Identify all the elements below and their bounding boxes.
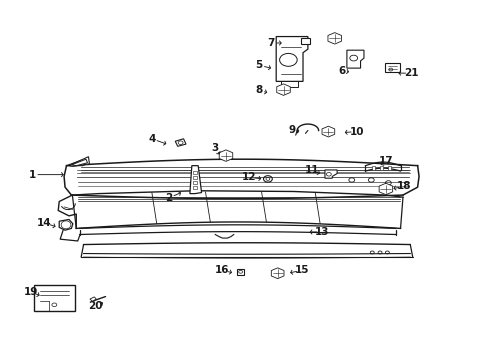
Polygon shape <box>69 157 89 166</box>
Polygon shape <box>371 166 374 170</box>
Polygon shape <box>276 84 290 95</box>
Text: 9: 9 <box>288 125 295 135</box>
Polygon shape <box>71 159 87 166</box>
Text: 2: 2 <box>165 193 172 203</box>
Polygon shape <box>192 176 197 179</box>
Polygon shape <box>192 186 197 189</box>
Polygon shape <box>175 139 185 146</box>
Text: 13: 13 <box>315 227 329 237</box>
Polygon shape <box>271 268 284 279</box>
Text: 6: 6 <box>338 66 345 76</box>
Text: 12: 12 <box>242 172 256 183</box>
Text: 18: 18 <box>396 181 411 192</box>
Text: 11: 11 <box>304 165 318 175</box>
Polygon shape <box>66 160 86 166</box>
Text: 7: 7 <box>267 38 274 48</box>
Text: 19: 19 <box>24 287 38 297</box>
Text: 14: 14 <box>37 218 52 228</box>
Text: 8: 8 <box>255 85 262 95</box>
Polygon shape <box>192 171 197 174</box>
Polygon shape <box>59 220 73 230</box>
Polygon shape <box>90 297 96 301</box>
Polygon shape <box>276 37 307 81</box>
Text: 5: 5 <box>255 60 262 70</box>
Polygon shape <box>327 33 341 44</box>
Text: 16: 16 <box>215 265 229 275</box>
Polygon shape <box>384 63 399 72</box>
Text: 17: 17 <box>378 156 392 166</box>
Polygon shape <box>387 166 390 170</box>
Polygon shape <box>379 166 382 170</box>
Polygon shape <box>300 39 310 44</box>
Text: 10: 10 <box>349 127 363 136</box>
Text: 4: 4 <box>148 134 155 144</box>
Polygon shape <box>322 126 334 137</box>
Polygon shape <box>189 166 201 194</box>
Polygon shape <box>192 181 197 184</box>
Polygon shape <box>378 183 392 195</box>
Polygon shape <box>237 269 244 275</box>
Polygon shape <box>219 150 232 161</box>
Text: 21: 21 <box>403 68 418 78</box>
Text: 1: 1 <box>29 170 36 180</box>
Polygon shape <box>325 170 336 178</box>
Polygon shape <box>346 50 363 68</box>
Text: 3: 3 <box>211 143 219 153</box>
FancyBboxPatch shape <box>34 285 75 311</box>
Polygon shape <box>281 81 298 87</box>
Text: 20: 20 <box>88 301 103 311</box>
Text: 15: 15 <box>294 265 308 275</box>
